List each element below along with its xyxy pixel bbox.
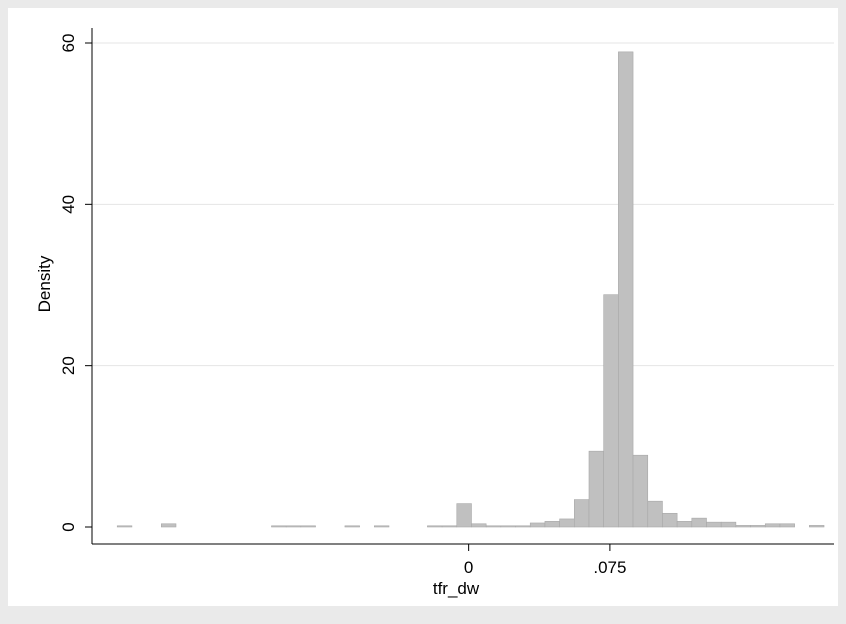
plot-region: [8, 8, 838, 606]
histogram-bar: [427, 525, 443, 528]
histogram-bar: [161, 523, 177, 528]
histogram-bar: [720, 521, 737, 528]
y-axis-title: Density: [35, 255, 54, 312]
y-tick-label: 40: [59, 195, 78, 214]
histogram-bar: [647, 500, 663, 528]
histogram-bar: [691, 517, 707, 528]
x-axis-title: tfr_dw: [433, 579, 480, 598]
histogram-bar: [515, 525, 531, 528]
y-tick-label: 60: [59, 34, 78, 53]
histogram-bar: [573, 499, 590, 528]
x-tick-label: 0: [464, 558, 473, 577]
histogram-bar: [779, 523, 795, 528]
histogram-bar: [588, 450, 604, 528]
histogram-bar: [618, 51, 634, 528]
axes: [91, 28, 834, 545]
y-tick-label: 20: [59, 356, 78, 375]
histogram-bar: [456, 503, 472, 528]
histogram-bar: [285, 525, 302, 528]
histogram-bar: [485, 525, 502, 528]
histogram-bar: [632, 454, 649, 528]
histogram-bar: [764, 523, 781, 528]
y-tick-label: 0: [59, 522, 78, 531]
histogram-bar: [750, 525, 766, 528]
histogram-bar: [300, 525, 316, 528]
histogram-bar: [529, 522, 546, 528]
histogram-bar: [809, 525, 825, 528]
histogram-bar: [735, 525, 751, 528]
x-tick-label: .075: [593, 558, 626, 577]
histogram-bar: [544, 521, 560, 528]
histogram-bar: [471, 523, 487, 528]
histogram-bar: [344, 525, 360, 528]
histogram-bar: [271, 525, 287, 528]
histogram-bar: [662, 512, 678, 528]
gridlines: [92, 42, 834, 367]
histogram-bar: [559, 518, 575, 528]
tick-marks: 0 20 40 60 0 .075: [59, 34, 626, 577]
histogram-bars: [116, 51, 825, 528]
histogram-bar: [441, 525, 458, 528]
histogram-bar: [116, 525, 133, 528]
histogram-bar: [603, 294, 619, 528]
histogram-bar: [676, 521, 693, 528]
histogram-bar: [706, 521, 722, 528]
histogram-bar: [500, 525, 516, 528]
histogram-bar: [373, 525, 390, 528]
